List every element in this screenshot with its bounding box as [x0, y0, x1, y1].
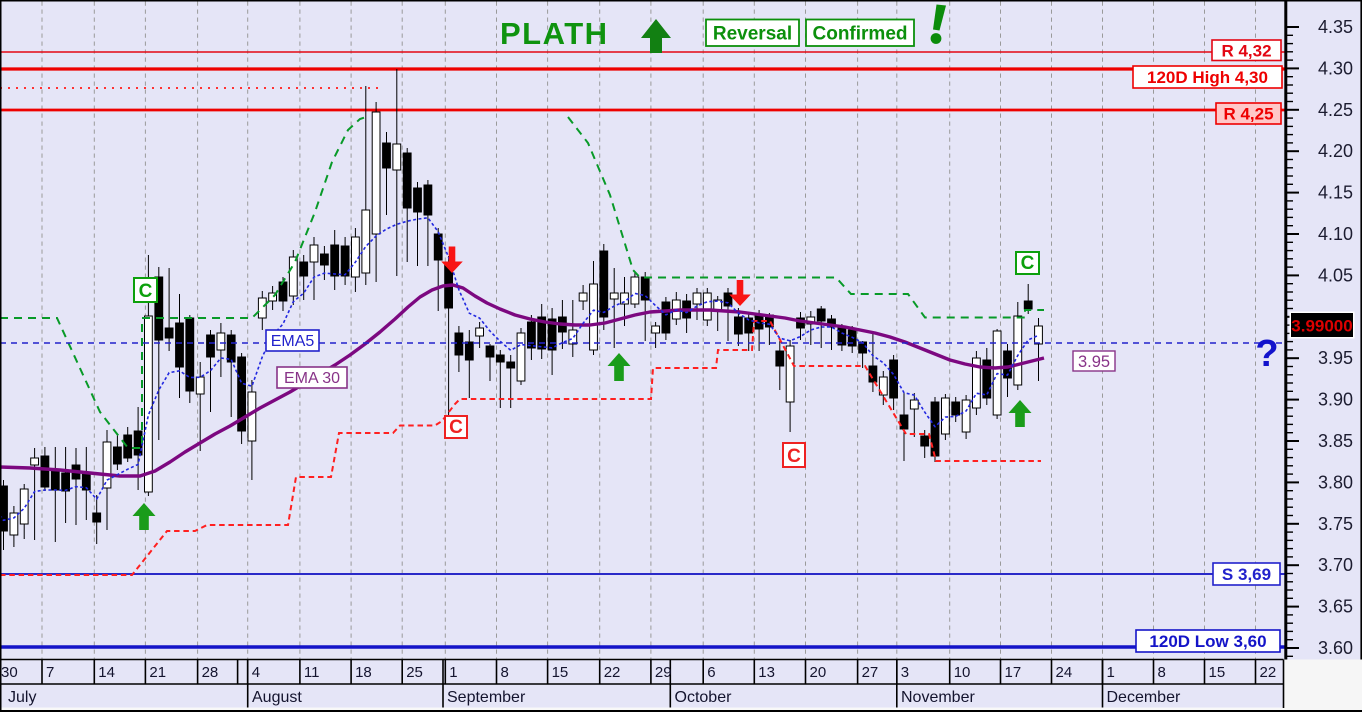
svg-text:3.99000: 3.99000: [1291, 317, 1352, 336]
svg-text:?: ?: [1255, 333, 1278, 375]
svg-text:3.80: 3.80: [1318, 472, 1353, 492]
svg-text:4.05: 4.05: [1318, 265, 1353, 285]
svg-text:10: 10: [954, 664, 971, 681]
svg-text:8: 8: [1158, 664, 1166, 681]
svg-text:S 3,69: S 3,69: [1222, 565, 1271, 584]
svg-text:15: 15: [552, 664, 569, 681]
svg-text:August: August: [252, 689, 302, 706]
svg-text:R 4,32: R 4,32: [1221, 41, 1271, 60]
svg-text:4: 4: [252, 664, 260, 681]
svg-text:3.90: 3.90: [1318, 390, 1353, 410]
svg-text:3.85: 3.85: [1318, 431, 1353, 451]
svg-text:3.75: 3.75: [1318, 514, 1353, 534]
svg-text:3: 3: [901, 664, 909, 681]
svg-text:17: 17: [1005, 664, 1022, 681]
svg-text:3.70: 3.70: [1318, 555, 1353, 575]
svg-text:December: December: [1107, 689, 1181, 706]
svg-text:3.65: 3.65: [1318, 597, 1353, 617]
svg-text:120D High 4,30: 120D High 4,30: [1147, 68, 1268, 87]
svg-text:7: 7: [46, 664, 54, 681]
svg-text:120D Low 3,60: 120D Low 3,60: [1149, 632, 1266, 651]
svg-text:July: July: [8, 689, 36, 706]
svg-text:22: 22: [1260, 664, 1277, 681]
svg-text:September: September: [447, 689, 526, 706]
svg-text:4.35: 4.35: [1318, 17, 1353, 37]
svg-text:28: 28: [202, 664, 219, 681]
svg-text:3.95: 3.95: [1318, 348, 1353, 368]
svg-text:PLATH: PLATH: [500, 16, 609, 51]
svg-text:October: October: [675, 689, 733, 706]
svg-text:EMA5: EMA5: [271, 333, 315, 350]
svg-text:27: 27: [862, 664, 879, 681]
svg-text:4.30: 4.30: [1318, 58, 1353, 78]
svg-text:11: 11: [304, 664, 320, 681]
svg-text:EMA 30: EMA 30: [284, 370, 340, 387]
svg-text:1: 1: [1107, 664, 1115, 681]
svg-text:4.25: 4.25: [1318, 100, 1353, 120]
svg-text:Reversal: Reversal: [713, 24, 792, 45]
svg-text:4.20: 4.20: [1318, 141, 1353, 161]
svg-text:Confirmed: Confirmed: [813, 24, 908, 45]
svg-text:22: 22: [604, 664, 621, 681]
svg-text:C: C: [1021, 253, 1035, 274]
svg-text:18: 18: [355, 664, 372, 681]
svg-text:25: 25: [406, 664, 423, 681]
svg-text:4.10: 4.10: [1318, 224, 1353, 244]
svg-text:8: 8: [501, 664, 509, 681]
svg-text:15: 15: [1209, 664, 1226, 681]
svg-text:C: C: [449, 417, 463, 438]
svg-text:20: 20: [810, 664, 827, 681]
svg-text:13: 13: [758, 664, 775, 681]
svg-text:R 4,25: R 4,25: [1223, 105, 1273, 124]
svg-text:29: 29: [655, 664, 672, 681]
svg-text:1: 1: [449, 664, 457, 681]
svg-text:3.95: 3.95: [1078, 353, 1110, 371]
svg-text:C: C: [139, 281, 153, 302]
svg-text:30: 30: [1, 664, 18, 681]
svg-text:24: 24: [1056, 664, 1073, 681]
svg-text:3.60: 3.60: [1318, 638, 1353, 658]
svg-text:4.15: 4.15: [1318, 183, 1353, 203]
svg-text:21: 21: [149, 664, 166, 681]
svg-text:November: November: [901, 689, 975, 706]
svg-text:6: 6: [707, 664, 715, 681]
svg-text:14: 14: [98, 664, 115, 681]
svg-text:C: C: [787, 446, 801, 467]
